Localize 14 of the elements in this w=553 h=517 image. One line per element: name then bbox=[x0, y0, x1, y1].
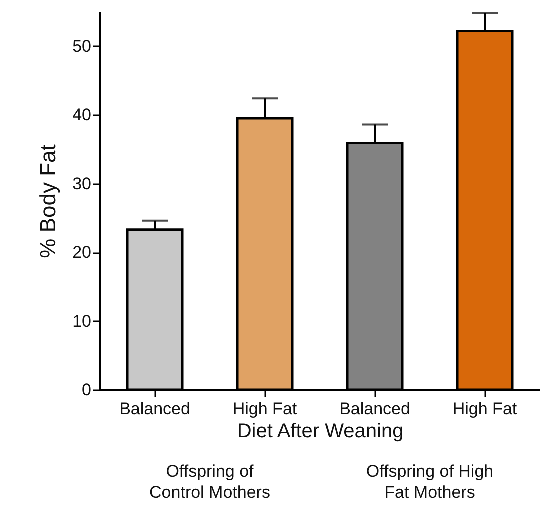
x-tick-label: Balanced bbox=[120, 400, 190, 418]
y-tick-label: 0 bbox=[82, 380, 92, 400]
y-tick-label: 20 bbox=[72, 243, 92, 262]
y-tick-label: 10 bbox=[72, 312, 92, 331]
y-tick-label: 50 bbox=[72, 36, 92, 56]
text: Offspring of High Fat Mothers bbox=[365, 461, 495, 503]
x-tick-label: High Fat bbox=[452, 400, 518, 418]
x-tick-label: Balanced bbox=[340, 400, 410, 418]
x-tick-label: High Fat bbox=[232, 400, 298, 418]
y-axis-title: % Body Fat bbox=[36, 144, 61, 258]
y-tick-label: 30 bbox=[72, 174, 92, 194]
text: Offspring of Control Mothers bbox=[148, 461, 272, 503]
y-tick-label: 40 bbox=[72, 106, 92, 125]
x-axis-title: Diet After Weaning bbox=[237, 420, 404, 442]
